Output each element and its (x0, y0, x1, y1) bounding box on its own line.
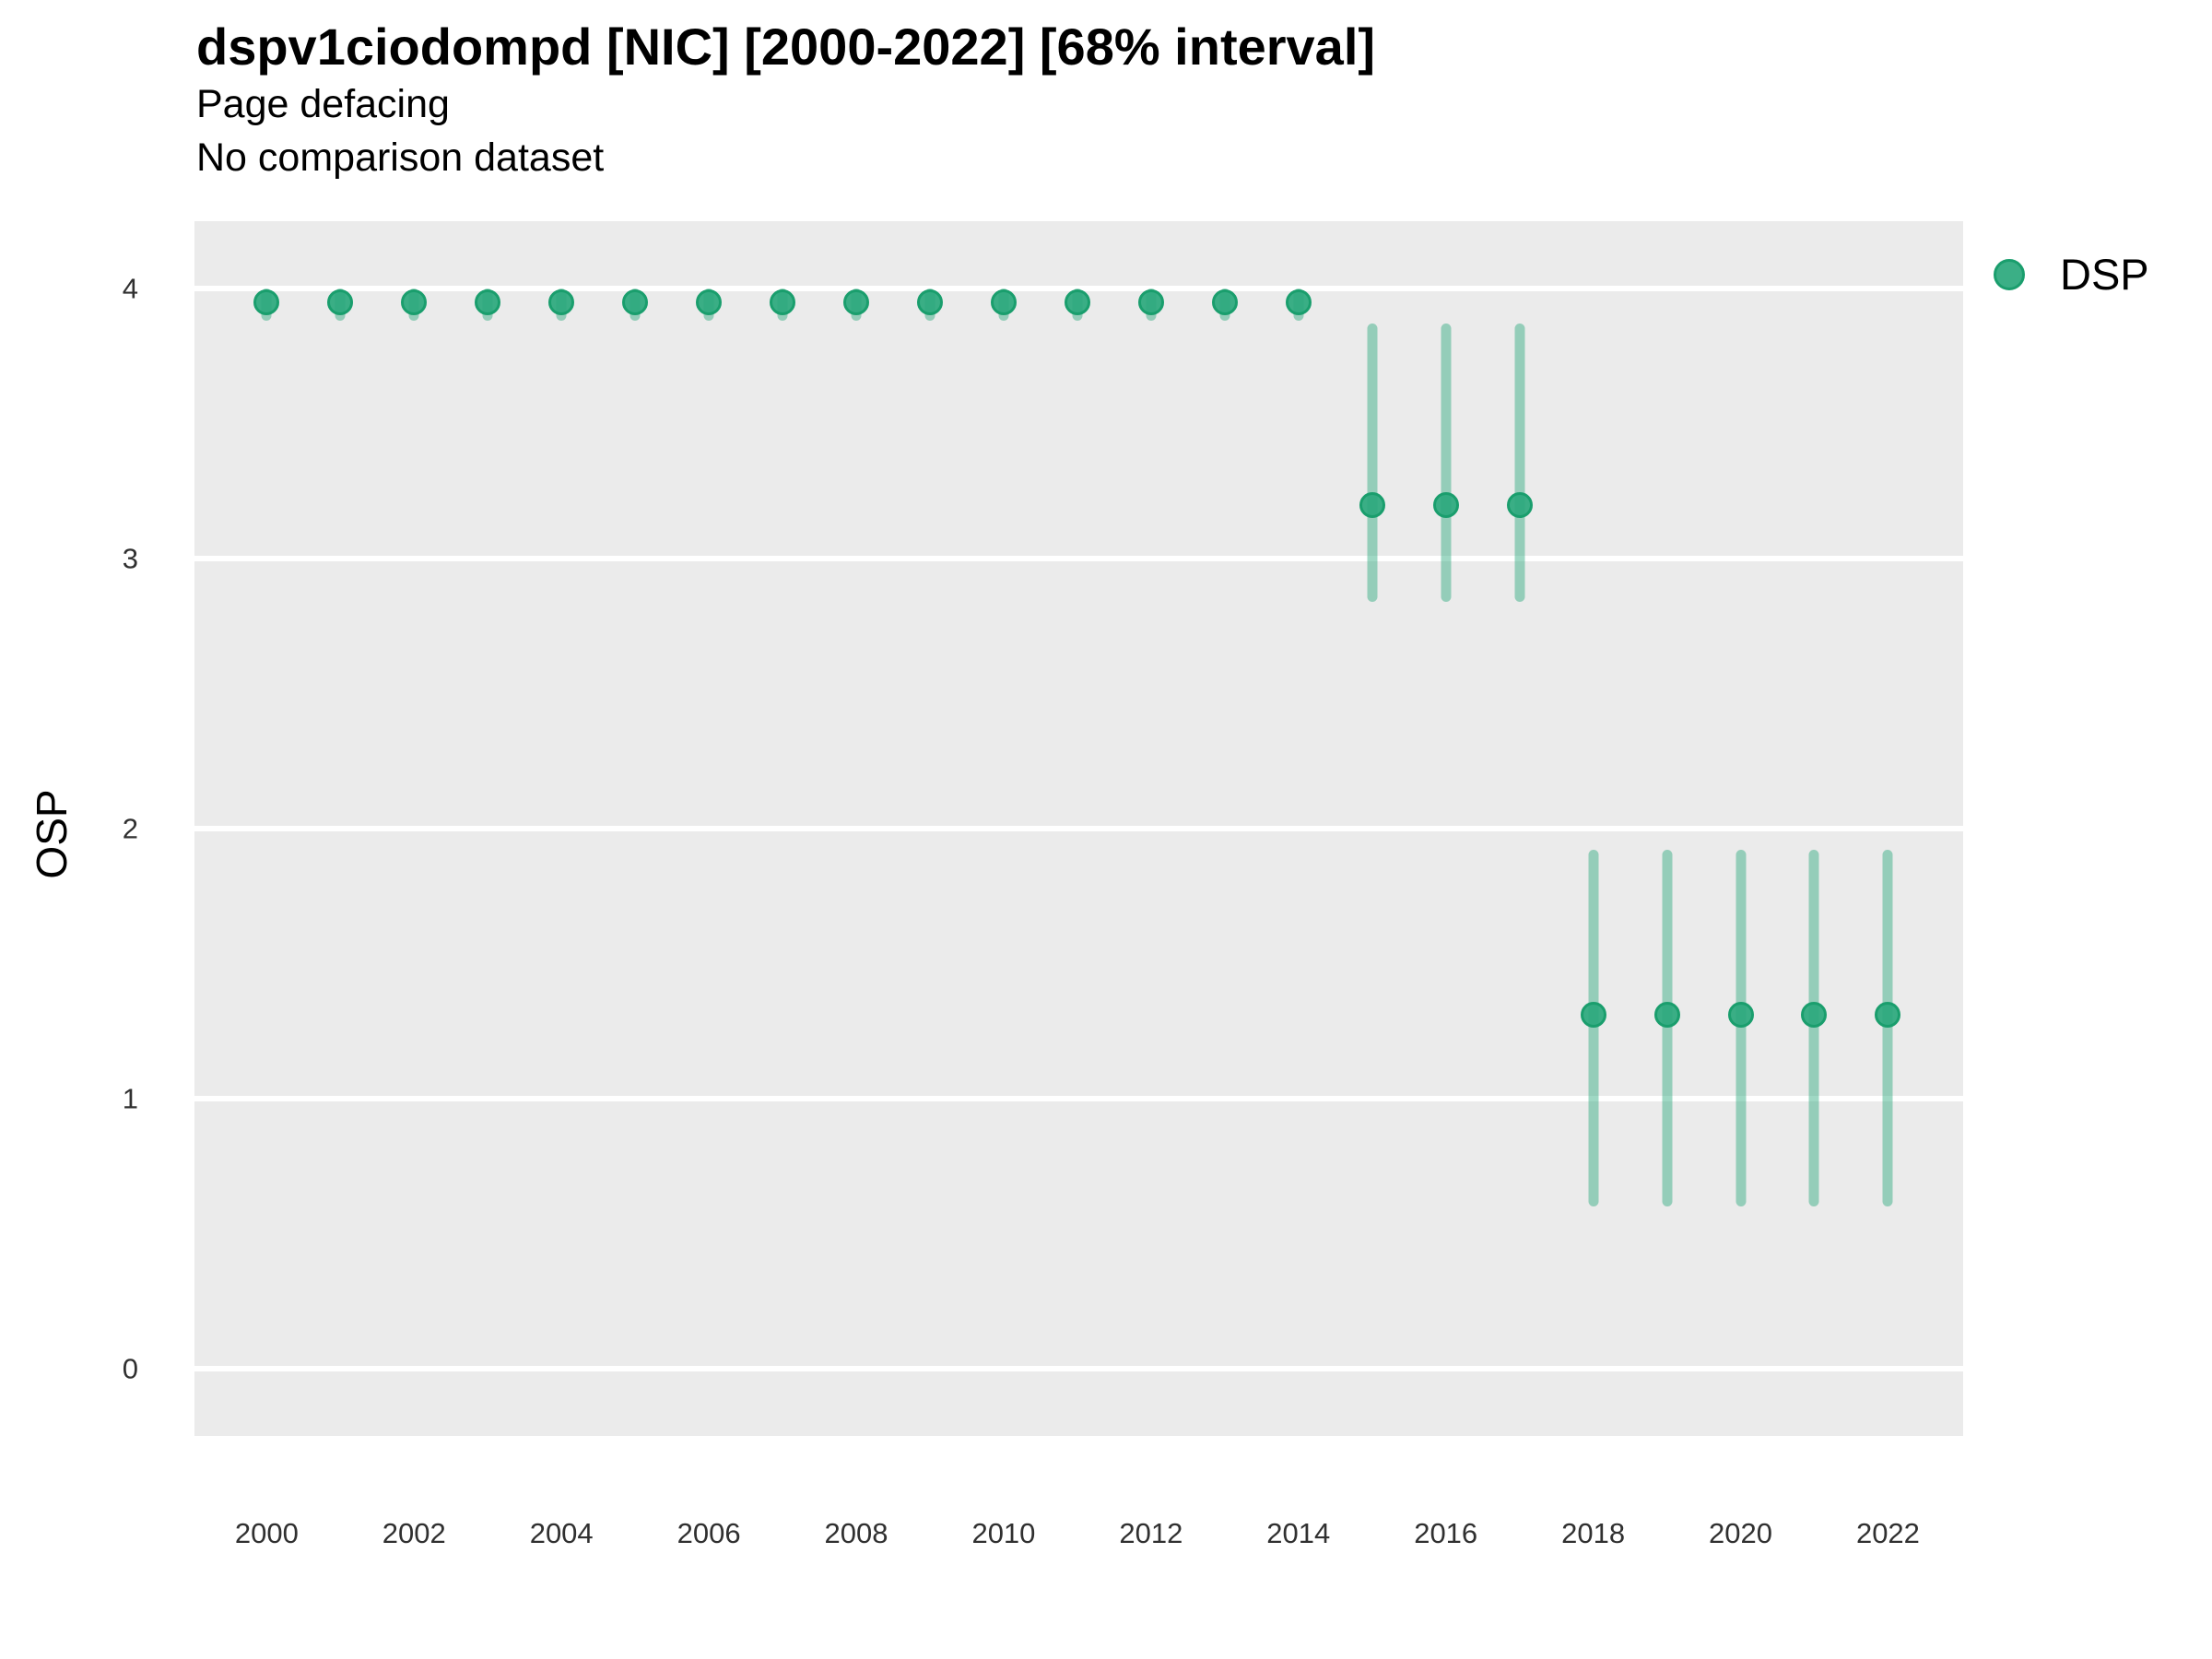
gridline-y-1 (194, 1095, 1963, 1101)
y-tick-label: 0 (122, 1352, 138, 1385)
x-tick-label: 2010 (971, 1517, 1036, 1549)
x-tick-label: 2000 (234, 1517, 299, 1549)
interval-bar (1367, 324, 1378, 602)
data-point (1137, 288, 1164, 315)
data-point (1285, 288, 1312, 315)
data-point (327, 288, 354, 315)
data-point (1580, 1002, 1606, 1029)
interval-bar (1735, 850, 1747, 1207)
x-tick-label: 2012 (1119, 1517, 1183, 1549)
y-tick-label: 2 (122, 812, 138, 845)
x-tick-label: 2022 (1855, 1517, 1920, 1549)
data-point (1064, 288, 1090, 315)
data-point (1211, 288, 1238, 315)
x-tick-label: 2004 (529, 1517, 594, 1549)
data-point (475, 288, 501, 315)
x-tick-label: 2002 (382, 1517, 446, 1549)
legend: DSP (1994, 249, 2149, 300)
data-point (1506, 491, 1533, 518)
gridline-y-3 (194, 556, 1963, 562)
data-point (770, 288, 796, 315)
data-point (1875, 1002, 1901, 1029)
gridline-y-2 (194, 826, 1963, 831)
data-point (1653, 1002, 1680, 1029)
x-tick-label: 2020 (1709, 1517, 1772, 1549)
x-tick-label: 2014 (1266, 1517, 1331, 1549)
x-tick-label: 2018 (1561, 1517, 1626, 1549)
data-point (1727, 1002, 1754, 1029)
gridline-y-0 (194, 1365, 1963, 1371)
interval-bar (1662, 850, 1673, 1207)
chart-header: dspv1ciodompd [NIC] [2000-2022] [68% int… (196, 17, 1375, 184)
data-point (253, 288, 280, 315)
legend-label: DSP (2060, 250, 2149, 299)
data-point (401, 288, 428, 315)
interval-bar (1808, 850, 1819, 1207)
y-tick-label: 4 (122, 272, 138, 305)
legend-point-icon (1994, 259, 2025, 290)
gridline-y-4 (194, 286, 1963, 292)
x-tick-label: 2008 (824, 1517, 888, 1549)
data-point (548, 288, 575, 315)
chart-note: No comparison dataset (196, 135, 605, 180)
interval-bar (1514, 324, 1525, 602)
y-tick-label: 3 (122, 542, 138, 575)
y-tick-label: 1 (122, 1082, 138, 1115)
data-point (1432, 491, 1459, 518)
chart-title: dspv1ciodompd [NIC] [2000-2022] [68% int… (196, 18, 1376, 76)
data-point (696, 288, 723, 315)
x-tick-label: 2016 (1414, 1517, 1478, 1549)
chart-subtitle: Page defacing (196, 82, 450, 126)
plot-panel (194, 221, 1963, 1436)
interval-bar (1588, 850, 1599, 1207)
data-point (843, 288, 870, 315)
data-point (1801, 1002, 1828, 1029)
interval-bar (1882, 850, 1893, 1207)
data-point (1359, 491, 1385, 518)
data-point (622, 288, 649, 315)
data-point (990, 288, 1017, 315)
interval-bar (1441, 324, 1452, 602)
x-tick-label: 2006 (677, 1517, 741, 1549)
data-point (916, 288, 943, 315)
